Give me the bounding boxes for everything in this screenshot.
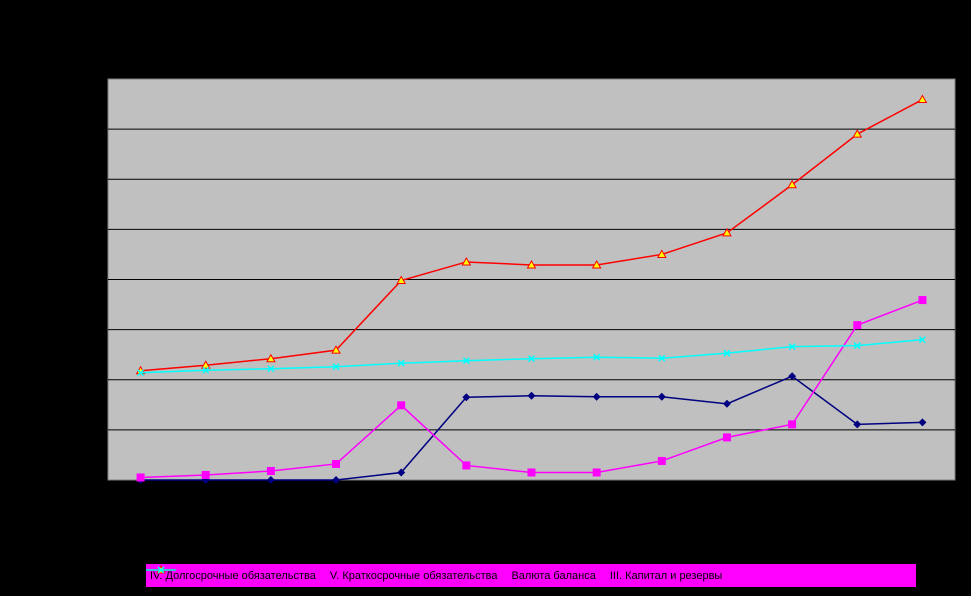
data-point: [397, 468, 406, 477]
series-layer: [135, 94, 928, 484]
data-point: [136, 473, 145, 482]
data-point: [918, 296, 927, 305]
data-point: [723, 349, 731, 357]
data-point: [722, 433, 731, 442]
legend-item: III. Капитал и резервы: [146, 566, 723, 582]
data-point: [656, 249, 667, 258]
series-3: [135, 94, 928, 375]
data-point: [200, 360, 211, 369]
series-4: [137, 336, 926, 377]
legend-label: V. Краткосрочные обязательства: [329, 569, 498, 582]
data-point: [526, 259, 537, 269]
legend-label: III. Капитал и резервы: [609, 569, 723, 582]
data-point: [397, 401, 406, 410]
data-point: [396, 275, 407, 285]
data-point: [462, 461, 471, 470]
data-point: [853, 342, 861, 350]
data-point: [397, 359, 405, 367]
data-point: [592, 468, 601, 477]
data-point: [722, 227, 732, 237]
data-point: [722, 399, 731, 408]
legend-item: V. Краткосрочные обязательства: [146, 566, 498, 582]
legend-label: Валюта баланса: [511, 569, 596, 582]
data-point: [918, 336, 926, 344]
data-point: [202, 366, 210, 374]
data-point: [917, 94, 928, 104]
data-point: [852, 129, 863, 138]
data-point: [593, 353, 601, 361]
data-point: [591, 259, 602, 269]
data-point: [267, 365, 275, 373]
legend-swatch: [146, 566, 176, 574]
data-point: [331, 345, 341, 354]
data-point: [657, 392, 666, 401]
data-point: [527, 468, 536, 477]
series-2: [136, 296, 927, 482]
data-point: [266, 466, 275, 475]
legend-label: IV. Долгосрочные обязательства: [150, 569, 316, 582]
data-point: [788, 343, 796, 351]
gridlines: [108, 128, 955, 431]
data-point: [658, 354, 666, 362]
data-point: [787, 179, 797, 189]
data-point: [266, 353, 276, 363]
data-point: [332, 363, 340, 371]
data-point: [157, 566, 165, 574]
data-point: [527, 391, 536, 400]
data-point: [462, 393, 471, 402]
data-point: [201, 470, 210, 479]
data-point: [461, 256, 472, 266]
data-point: [266, 476, 275, 484]
data-point: [332, 476, 341, 484]
legend: IV. Долгосрочные обязательства V. Краткос…: [146, 564, 916, 587]
data-point: [853, 321, 862, 330]
data-point: [592, 392, 601, 401]
data-point: [788, 372, 797, 381]
data-point: [657, 456, 666, 465]
data-point: [788, 420, 797, 429]
legend-item: Валюта баланса: [146, 564, 596, 582]
data-point: [137, 369, 145, 377]
data-point: [462, 357, 470, 365]
data-point: [918, 418, 927, 427]
data-point: [332, 459, 341, 468]
data-point: [527, 355, 536, 363]
data-point: [853, 420, 862, 429]
